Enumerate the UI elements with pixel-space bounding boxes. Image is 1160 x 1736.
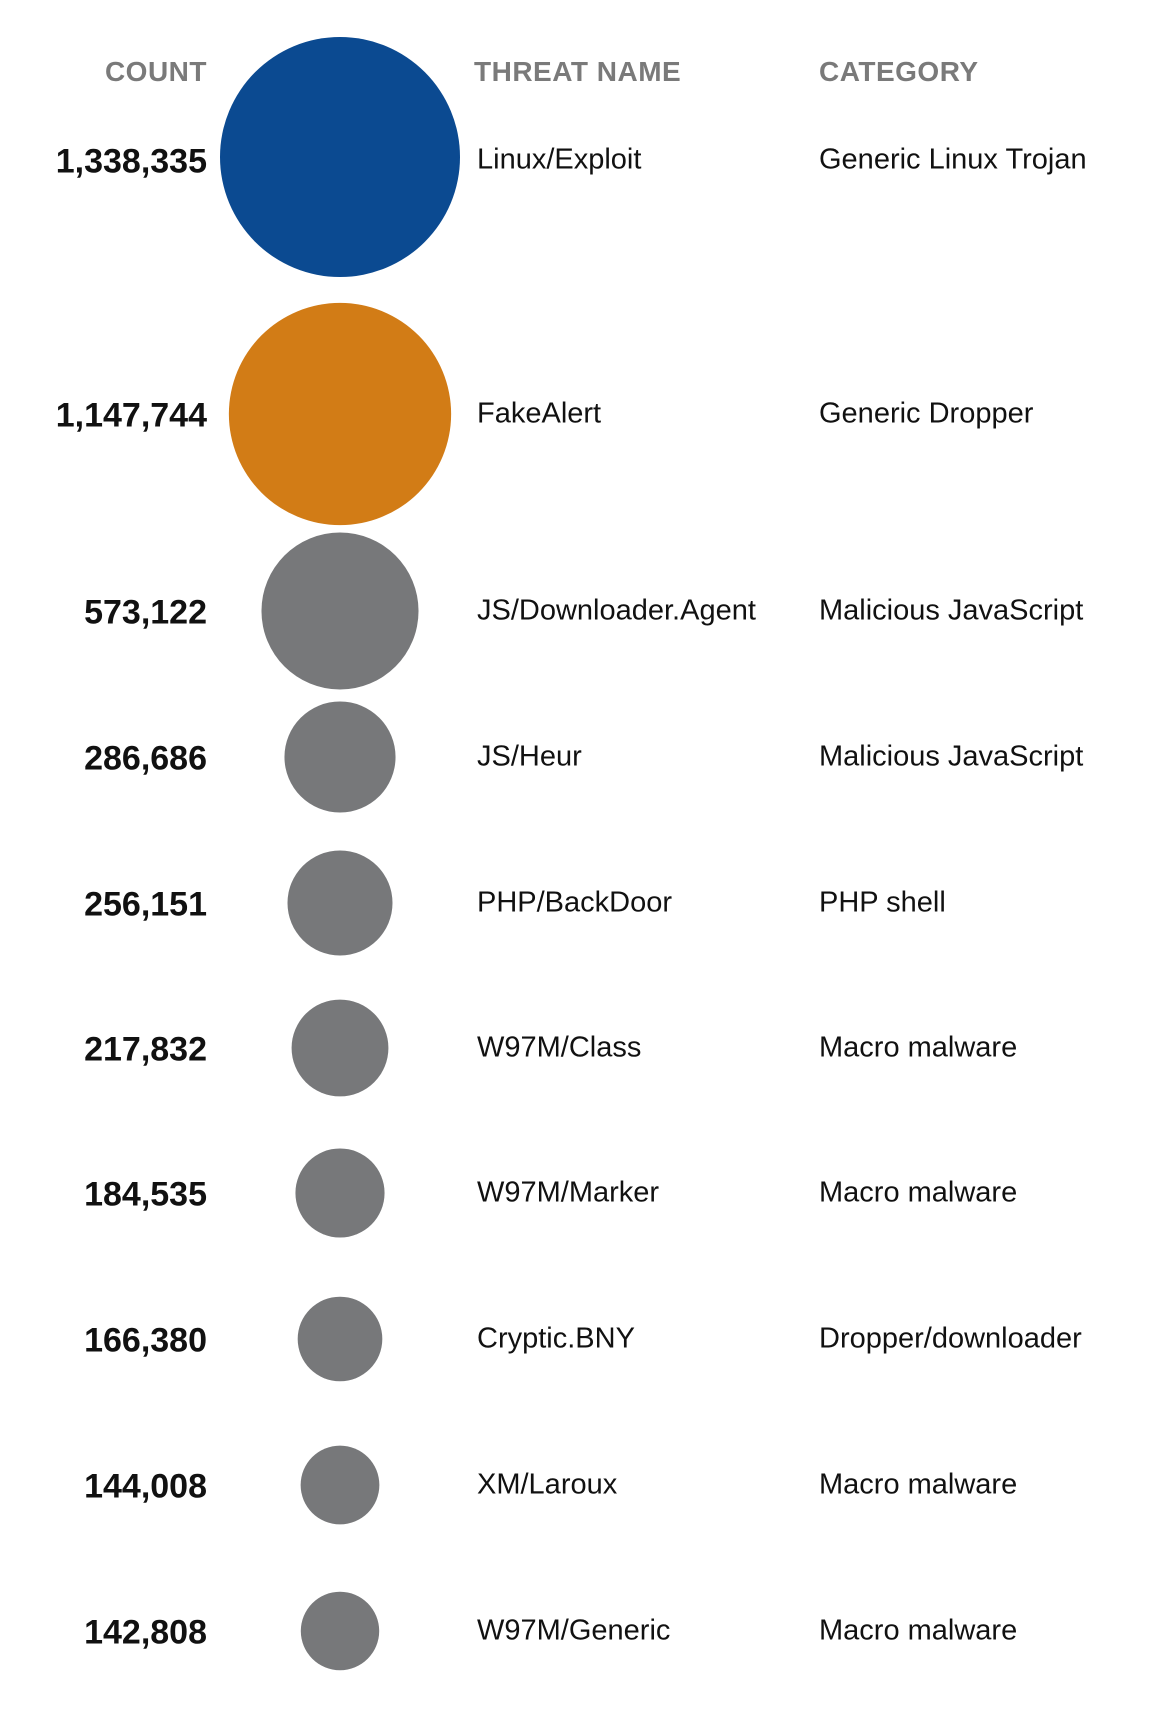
- threat-name: XM/Laroux: [477, 1468, 618, 1501]
- count-label: 142,808: [84, 1613, 207, 1652]
- bubble: [295, 1148, 385, 1238]
- count-label: 184,535: [84, 1175, 207, 1214]
- bubble: [300, 1591, 380, 1671]
- category-label: Generic Linux Trojan: [819, 143, 1087, 176]
- bubble: [220, 37, 460, 277]
- count-label: 1,338,335: [55, 142, 207, 181]
- bubble: [284, 701, 396, 813]
- bubble: [300, 1445, 380, 1525]
- category-label: Macro malware: [819, 1031, 1018, 1064]
- category-label: Macro malware: [819, 1614, 1018, 1647]
- category-label: Malicious JavaScript: [819, 594, 1084, 627]
- threat-name: W97M/Class: [477, 1031, 642, 1064]
- threat-name: PHP/BackDoor: [477, 886, 673, 919]
- category-label: PHP shell: [819, 886, 946, 919]
- count-label: 217,832: [84, 1030, 207, 1069]
- bubble: [228, 302, 452, 526]
- threat-name: Cryptic.BNY: [477, 1322, 635, 1355]
- threat-name: W97M/Marker: [477, 1176, 660, 1209]
- bubble: [291, 999, 389, 1097]
- threat-name: Linux/Exploit: [477, 143, 642, 176]
- category-label: Macro malware: [819, 1468, 1018, 1501]
- count-label: 286,686: [84, 739, 207, 778]
- category-label: Macro malware: [819, 1176, 1018, 1209]
- count-header: COUNT: [104, 56, 207, 87]
- threat-name: FakeAlert: [477, 397, 602, 430]
- category-label: Dropper/downloader: [819, 1322, 1082, 1355]
- threat-name: JS/Heur: [477, 740, 582, 773]
- threat-name: W97M/Generic: [477, 1614, 671, 1647]
- count-label: 573,122: [84, 593, 207, 632]
- count-label: 256,151: [84, 885, 207, 924]
- category-label: Malicious JavaScript: [819, 740, 1084, 773]
- threat-name: JS/Downloader.Agent: [477, 594, 756, 627]
- count-label: 166,380: [84, 1321, 207, 1360]
- bubble: [297, 1296, 383, 1382]
- count-label: 1,147,744: [55, 396, 207, 435]
- category-label: Generic Dropper: [819, 397, 1034, 430]
- threat-name-header: THREAT NAME: [474, 56, 682, 87]
- bubble: [287, 850, 393, 956]
- category-header: CATEGORY: [819, 56, 979, 87]
- count-label: 144,008: [84, 1467, 207, 1506]
- bubble: [261, 532, 419, 690]
